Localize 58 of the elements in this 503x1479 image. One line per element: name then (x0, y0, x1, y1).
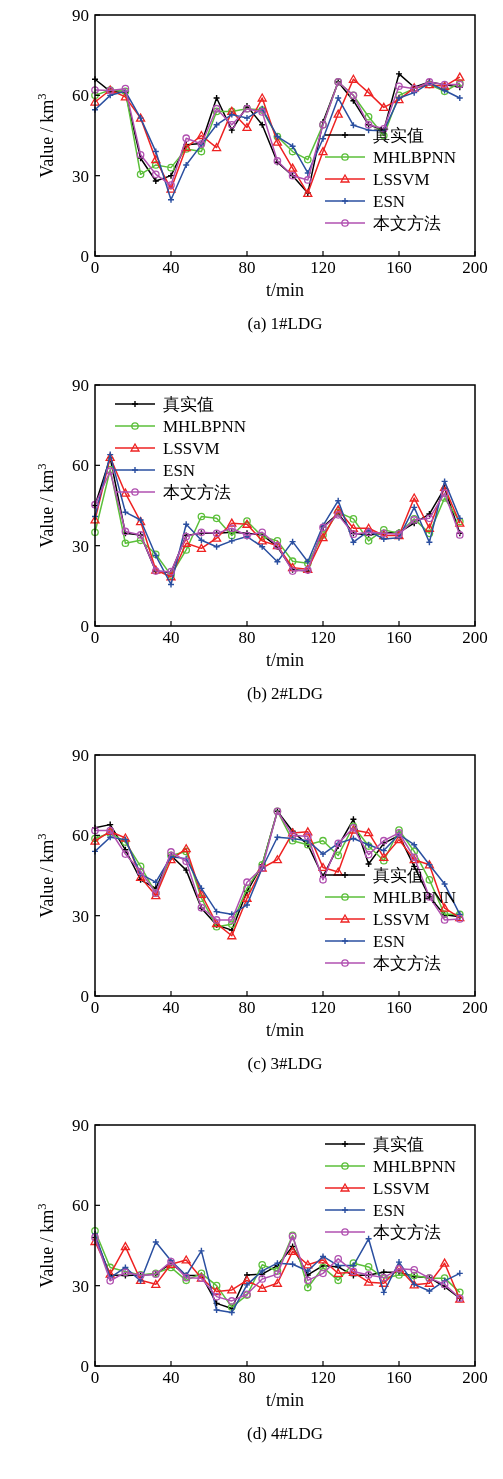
text: (d) 4#LDG (246, 1424, 324, 1443)
legend-label: LSSVM (373, 910, 430, 929)
legend-label: LSSVM (163, 439, 220, 458)
legend-label: LSSVM (373, 1179, 430, 1198)
y-tick-label: 90 (72, 6, 89, 25)
legend-label: MHLBPNN (163, 417, 247, 436)
legend-label: ESN (373, 1201, 406, 1220)
legend-label: 本文方法 (163, 483, 231, 502)
legend-label: ESN (163, 461, 196, 480)
text: (c) 3#LDG (247, 1054, 323, 1073)
x-tick-label: 40 (162, 628, 180, 647)
y-tick-label: 30 (72, 166, 89, 186)
x-tick-label: 120 (310, 1368, 336, 1387)
x-tick-label: 80 (238, 258, 256, 277)
x-tick-label: 80 (238, 1368, 256, 1387)
legend-label: 真实值 (163, 395, 214, 414)
text: (b) 2#LDG (246, 684, 324, 703)
x-axis-title: t/min (265, 650, 305, 670)
x-tick-label: 160 (386, 258, 412, 277)
x-tick-label: 120 (310, 998, 336, 1017)
y-tick-label: 90 (72, 1116, 89, 1135)
x-tick-label: 80 (238, 998, 256, 1017)
y-tick-label: 60 (72, 86, 89, 106)
x-tick-label: 120 (310, 628, 336, 647)
x-axis-title: t/min (265, 280, 305, 300)
x-tick-label: 40 (162, 998, 180, 1017)
y-tick-label: 30 (72, 536, 89, 556)
x-tick-label: 40 (162, 258, 180, 277)
legend-label: 本文方法 (373, 954, 441, 973)
y-tick-label: 90 (72, 376, 89, 395)
x-tick-label: 160 (386, 998, 412, 1017)
x-tick-label: 160 (386, 628, 412, 647)
legend-label: 真实值 (373, 126, 424, 145)
x-tick-label: 80 (238, 628, 256, 647)
y-tick-label: 90 (72, 746, 89, 765)
legend-label: MHLBPNN (373, 148, 457, 167)
text: (a) 1#LDG (247, 314, 323, 333)
y-tick-label: 30 (72, 906, 89, 926)
y-tick-label: 60 (72, 456, 89, 476)
x-tick-label: 200 (462, 1368, 488, 1387)
y-tick-label: 30 (72, 1276, 89, 1296)
legend-label: LSSVM (373, 170, 430, 189)
legend-label: 真实值 (373, 1135, 424, 1154)
x-tick-label: 200 (462, 628, 488, 647)
y-tick-label: 60 (72, 826, 89, 846)
x-tick-label: 120 (310, 258, 336, 277)
y-tick-label: 60 (72, 1196, 89, 1216)
x-axis-title: t/min (265, 1390, 305, 1410)
x-tick-label: 200 (462, 998, 488, 1017)
legend-label: MHLBPNN (373, 1157, 457, 1176)
legend-label: ESN (373, 192, 406, 211)
x-tick-label: 200 (462, 258, 488, 277)
legend-label: 本文方法 (373, 1223, 441, 1242)
x-axis-title: t/min (265, 1020, 305, 1040)
legend-label: 本文方法 (373, 214, 441, 233)
x-tick-label: 160 (386, 1368, 412, 1387)
x-tick-label: 40 (162, 1368, 180, 1387)
legend-label: ESN (373, 932, 406, 951)
